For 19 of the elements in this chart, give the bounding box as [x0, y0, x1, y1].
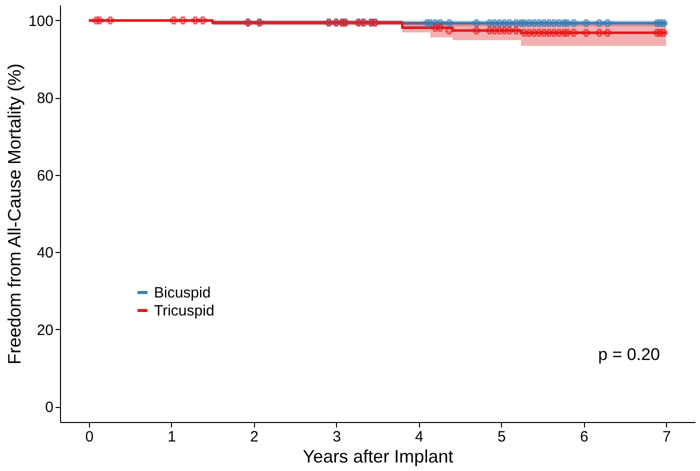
legend-label: Tricuspid: [154, 302, 214, 320]
x-tick-label: 7: [662, 428, 671, 446]
x-tick-label: 4: [415, 428, 424, 446]
x-tick-label: 1: [168, 428, 176, 446]
x-tick-label: 3: [332, 428, 341, 446]
x-axis-title: Years after Implant: [302, 446, 454, 466]
y-tick-label: 80: [36, 90, 54, 108]
legend-label: Bicuspid: [154, 284, 211, 302]
x-tick-label: 2: [250, 428, 258, 446]
annotation: p = 0.20: [598, 345, 660, 364]
y-axis-title: Freedom from All-Cause Mortality (%): [4, 63, 24, 365]
y-tick-label: 20: [36, 322, 54, 339]
x-tick-label: 6: [580, 428, 588, 446]
x-tick-label: 5: [498, 428, 506, 446]
y-tick-label: 40: [36, 244, 54, 262]
y-tick-label: 0: [45, 399, 54, 416]
x-tick-label: 0: [85, 428, 94, 446]
y-tick-label: 60: [36, 167, 54, 184]
y-tick-label: 100: [28, 12, 54, 30]
